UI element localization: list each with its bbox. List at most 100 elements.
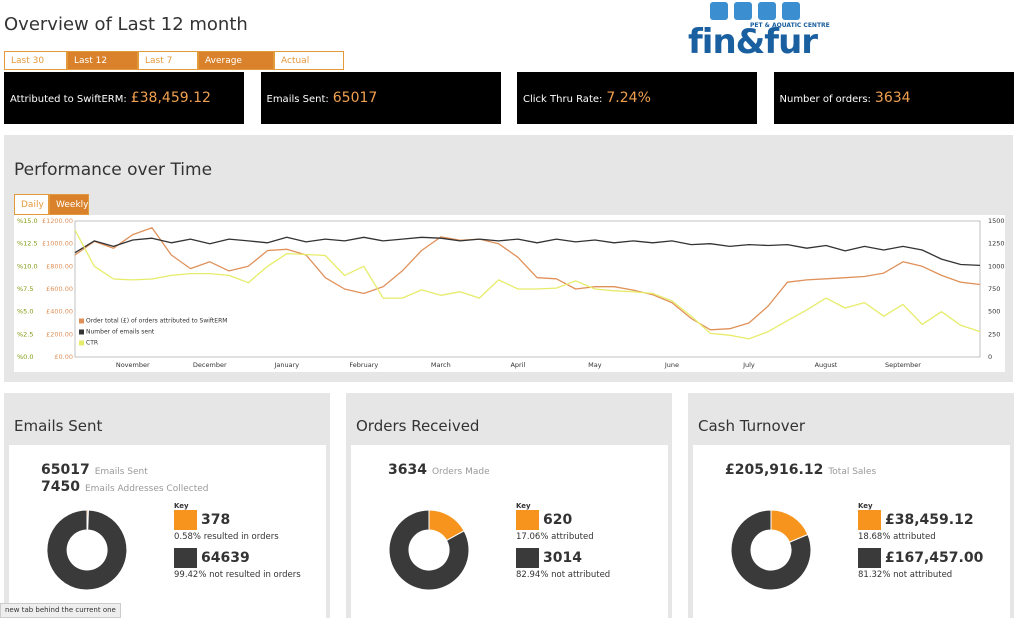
key-value: 620 [543, 512, 573, 528]
key-value: £167,457.00 [885, 550, 984, 566]
x-tick-label: May [588, 361, 602, 369]
x-tick-label: July [742, 361, 755, 369]
donut-chart [388, 509, 470, 591]
tab[interactable]: Last 12 month [67, 51, 138, 85]
plot-area [74, 220, 981, 358]
data-line [74, 229, 981, 340]
x-tick-label: April [510, 361, 525, 369]
key-label: 17.06% attributed [516, 532, 594, 542]
kpi-box: Attributed to SwiftERM: £38,459.12 [4, 72, 244, 124]
y3-tick-label: %7.5 [17, 285, 34, 293]
y-tick-label: £0.00 [54, 353, 73, 361]
stat-value: 3634 [388, 462, 427, 478]
page-title: Overview of Last 12 month [4, 14, 248, 35]
panel-title: Cash Turnover [698, 417, 806, 435]
data-line [74, 227, 981, 331]
legend-label: Number of emails sent [86, 329, 155, 336]
y2-tick-label: 500 [988, 308, 1000, 316]
donut-segment [46, 509, 128, 591]
key-label: 0.58% resulted in orders [174, 532, 279, 542]
y2-tick-label: 750 [988, 285, 1000, 293]
logo-name: fin&fur [688, 22, 818, 62]
x-tick-label: September [885, 361, 921, 369]
key-label: 82.94% not attributed [516, 570, 611, 580]
x-tick-label: February [349, 361, 378, 369]
donut-segment [388, 509, 470, 591]
y3-tick-label: %10.0 [17, 262, 38, 270]
y2-tick-label: 0 [988, 353, 992, 361]
legend-swatch [79, 318, 84, 324]
x-tick-label: August [815, 361, 838, 369]
y3-tick-label: %0.0 [17, 353, 34, 361]
y2-tick-label: 250 [988, 330, 1000, 338]
y3-tick-label: %15.0 [17, 217, 38, 225]
logo: PET & AQUATIC CENTRE fin&fur [688, 0, 833, 60]
tab[interactable]: Last 7 days [138, 51, 198, 85]
stat-row: 3634 Orders Made [388, 459, 490, 478]
key-swatch [174, 510, 197, 530]
tab[interactable]: Average Results [198, 51, 274, 85]
key-value: 3014 [543, 550, 582, 566]
key-swatch [174, 548, 197, 568]
status-bar: new tab behind the current one [0, 603, 121, 618]
key-title: Key [858, 502, 873, 510]
y3-tick-label: %2.5 [17, 330, 34, 338]
key-value: 64639 [201, 550, 250, 566]
x-tick-label: November [116, 361, 150, 369]
stat-label: Emails Sent [94, 467, 148, 477]
key-swatch [858, 510, 881, 530]
donut-chart [730, 509, 812, 591]
y2-tick-label: 1500 [988, 217, 1005, 225]
tab[interactable]: Daily [14, 194, 49, 215]
key-swatch [516, 548, 539, 568]
y2-tick-label: 1000 [988, 262, 1005, 270]
key-swatch [858, 548, 881, 568]
kpi-label: Click Thru Rate: [523, 94, 603, 105]
kpi-box: Click Thru Rate: 7.24% [517, 72, 757, 124]
panel-title: Orders Received [356, 417, 480, 435]
key-label: 18.68% attributed [858, 532, 936, 542]
key-label: 81.32% not attributed [858, 570, 953, 580]
key-swatch [516, 510, 539, 530]
kpi-box: Number of orders: 3634 [773, 72, 1014, 124]
x-tick-label: June [664, 361, 679, 369]
x-tick-label: January [273, 361, 299, 369]
summary-panel: Orders Received 3634 Orders Made Key 620 17.0… [346, 393, 672, 618]
stat-value: £205,916.12 [725, 462, 824, 478]
data-line [74, 236, 981, 267]
kpi-label: Emails Sent: [266, 94, 329, 105]
tab[interactable]: Last 30 Days [4, 51, 67, 85]
key-title: Key [516, 502, 531, 510]
key-value: £38,459.12 [885, 512, 974, 528]
kpi-value: £38,459.12 [130, 90, 211, 106]
donut-chart [46, 509, 128, 591]
x-tick-label: March [431, 361, 451, 369]
logo-tagline: PET & AQUATIC CENTRE [750, 22, 830, 29]
kpi-value: 7.24% [606, 90, 651, 106]
tab[interactable]: Actual Results [274, 51, 344, 85]
tab[interactable]: Weekly [49, 194, 89, 215]
stat-row: 65017 Emails Sent [41, 459, 148, 478]
stat-label: Orders Made [431, 467, 490, 477]
chart-background [14, 215, 1005, 372]
stat-label: Total Sales [828, 467, 877, 477]
stat-label: Emails Addresses Collected [84, 484, 209, 494]
panel-title: Emails Sent [14, 417, 103, 435]
performance-panel: Performance over Time Daily Weekly £0.00 £… [4, 135, 1013, 382]
legend-swatch [79, 340, 84, 346]
legend-label: Order total (£) of orders attributed to … [86, 318, 227, 325]
y-tick-label: £400.00 [46, 308, 73, 316]
kpi-box: Emails Sent: 65017 [260, 72, 501, 124]
panel-body: 65017 Emails Sent 7450 Emails Addresses Col… [9, 445, 326, 618]
stat-value: 65017 [41, 462, 90, 478]
x-tick-label: December [193, 361, 227, 369]
y-tick-label: £1000.00 [42, 240, 73, 248]
kpi-label: Number of orders: [779, 94, 871, 105]
kpi-label: Attributed to SwiftERM: [10, 94, 127, 105]
kpi-value: 65017 [332, 90, 378, 106]
panel-title: Performance over Time [14, 160, 213, 180]
summary-panel: Cash Turnover £205,916.12 Total Sales Key £3… [688, 393, 1014, 618]
y3-tick-label: %12.5 [17, 240, 38, 248]
y-tick-label: £600.00 [46, 285, 73, 293]
